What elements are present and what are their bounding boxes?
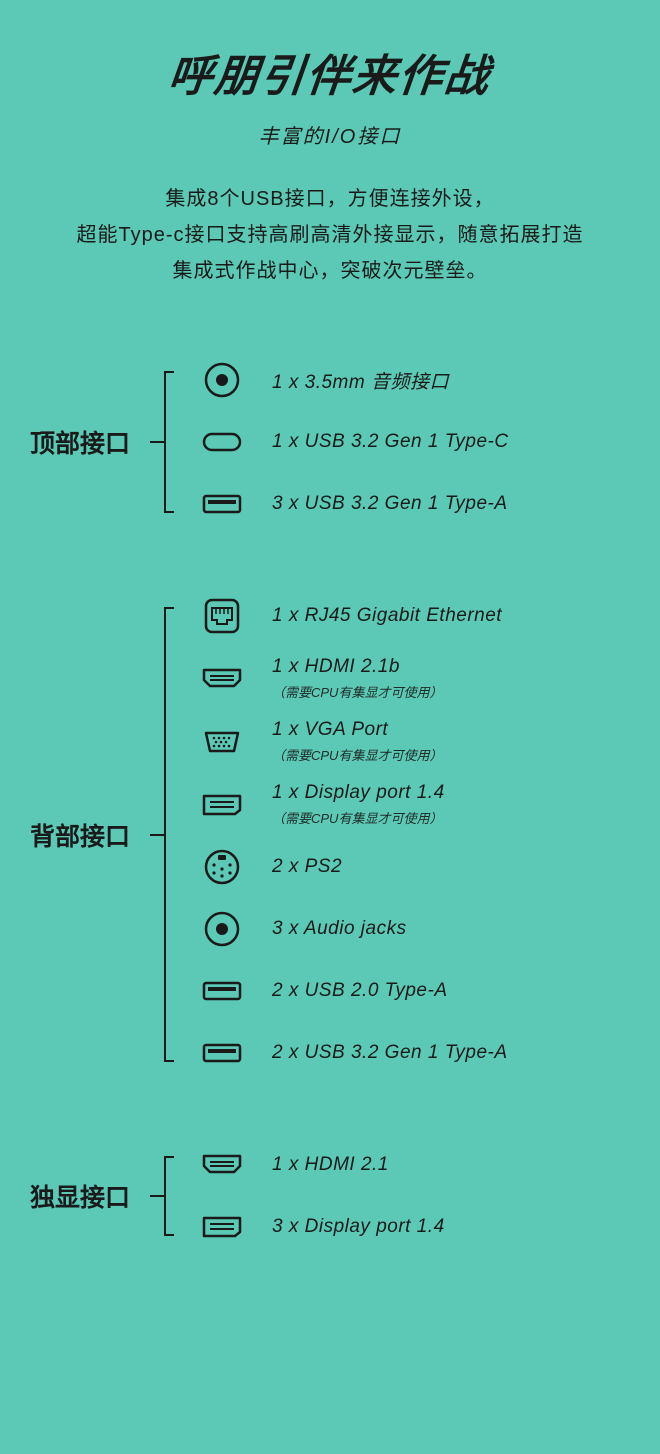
port-row: 1 x Display port 1.4 （需要CPU有集显才可使用） [182, 773, 630, 836]
bracket-wrap: 1 x 3.5mm 音频接口 1 x USB 3.2 Gen 1 Type-C 3 … [150, 349, 630, 535]
port-list: 1 x 3.5mm 音频接口 1 x USB 3.2 Gen 1 Type-C 3 … [182, 349, 630, 535]
hdmi-icon [182, 1143, 262, 1187]
ps2-icon [182, 845, 262, 889]
usb-a-icon [182, 969, 262, 1013]
port-row: 3 x Audio jacks [182, 898, 630, 960]
section-label: 背部接口 [30, 817, 150, 853]
page-description: 集成8个USB接口，方便连接外设，超能Type-c接口支持高刷高清外接显示，随意… [30, 181, 630, 289]
port-text: 1 x 3.5mm 音频接口 [262, 367, 630, 394]
port-text: 2 x USB 3.2 Gen 1 Type-A [262, 1042, 630, 1064]
rj45-icon [182, 594, 262, 638]
port-text: 2 x USB 2.0 Type-A [262, 980, 630, 1002]
vga-icon [182, 720, 262, 764]
port-row: 3 x USB 3.2 Gen 1 Type-A [182, 473, 630, 535]
bracket [150, 585, 168, 1084]
usb-c-icon [182, 420, 262, 464]
port-note: （需要CPU有集显才可使用） [272, 682, 630, 701]
port-label: 1 x Display port 1.4 [272, 782, 630, 804]
port-label: 1 x USB 3.2 Gen 1 Type-C [272, 431, 630, 453]
port-row: 2 x USB 2.0 Type-A [182, 960, 630, 1022]
port-label: 3 x USB 3.2 Gen 1 Type-A [272, 493, 630, 515]
port-label: 1 x VGA Port [272, 719, 630, 741]
port-label: 1 x HDMI 2.1 [272, 1154, 630, 1176]
page-subtitle: 丰富的I/O接口 [30, 120, 630, 149]
displayport-icon [182, 783, 262, 827]
displayport-icon [182, 1205, 262, 1249]
audio-jack-icon [182, 907, 262, 951]
bracket [150, 1134, 168, 1258]
port-label: 3 x Display port 1.4 [272, 1216, 630, 1238]
bracket-wrap: 1 x HDMI 2.1 3 x Display port 1.4 [150, 1134, 630, 1258]
port-section: 背部接口 1 x RJ45 Gigabit Ethernet 1 x HDMI 2.… [30, 585, 630, 1084]
port-row: 1 x VGA Port （需要CPU有集显才可使用） [182, 710, 630, 773]
page-title: 呼朋引伴来作战 [27, 40, 634, 104]
usb-a-icon [182, 482, 262, 526]
port-note: （需要CPU有集显才可使用） [272, 745, 630, 764]
port-text: 1 x USB 3.2 Gen 1 Type-C [262, 431, 630, 453]
port-text: 1 x VGA Port （需要CPU有集显才可使用） [262, 719, 630, 764]
port-text: 1 x RJ45 Gigabit Ethernet [262, 605, 630, 627]
usb-a-icon [182, 1031, 262, 1075]
port-label: 2 x USB 2.0 Type-A [272, 980, 630, 1002]
port-row: 1 x HDMI 2.1b （需要CPU有集显才可使用） [182, 647, 630, 710]
port-list: 1 x RJ45 Gigabit Ethernet 1 x HDMI 2.1b （需… [182, 585, 630, 1084]
port-section: 顶部接口 1 x 3.5mm 音频接口 1 x USB 3.2 Gen 1 Type… [30, 349, 630, 535]
port-row: 1 x USB 3.2 Gen 1 Type-C [182, 411, 630, 473]
port-row: 1 x RJ45 Gigabit Ethernet [182, 585, 630, 647]
audio-jack-icon [182, 358, 262, 402]
port-row: 3 x Display port 1.4 [182, 1196, 630, 1258]
port-note: （需要CPU有集显才可使用） [272, 808, 630, 827]
port-text: 3 x USB 3.2 Gen 1 Type-A [262, 493, 630, 515]
port-list: 1 x HDMI 2.1 3 x Display port 1.4 [182, 1134, 630, 1258]
port-section: 独显接口 1 x HDMI 2.1 3 x Display port 1.4 [30, 1134, 630, 1258]
hdmi-icon [182, 657, 262, 701]
port-text: 3 x Display port 1.4 [262, 1216, 630, 1238]
port-label: 2 x USB 3.2 Gen 1 Type-A [272, 1042, 630, 1064]
port-label: 1 x RJ45 Gigabit Ethernet [272, 605, 630, 627]
port-row: 1 x 3.5mm 音频接口 [182, 349, 630, 411]
bracket [150, 349, 168, 535]
infographic: 呼朋引伴来作战 丰富的I/O接口 集成8个USB接口，方便连接外设，超能Type… [0, 0, 660, 1338]
port-row: 2 x USB 3.2 Gen 1 Type-A [182, 1022, 630, 1084]
bracket-wrap: 1 x RJ45 Gigabit Ethernet 1 x HDMI 2.1b （需… [150, 585, 630, 1084]
port-text: 1 x HDMI 2.1 [262, 1154, 630, 1176]
port-text: 3 x Audio jacks [262, 918, 630, 940]
port-label: 1 x HDMI 2.1b [272, 656, 630, 678]
section-label: 顶部接口 [30, 424, 150, 460]
section-label: 独显接口 [30, 1178, 150, 1214]
port-text: 2 x PS2 [262, 856, 630, 878]
port-label: 2 x PS2 [272, 856, 630, 878]
port-row: 1 x HDMI 2.1 [182, 1134, 630, 1196]
port-label: 3 x Audio jacks [272, 918, 630, 940]
port-text: 1 x HDMI 2.1b （需要CPU有集显才可使用） [262, 656, 630, 701]
port-row: 2 x PS2 [182, 836, 630, 898]
port-text: 1 x Display port 1.4 （需要CPU有集显才可使用） [262, 782, 630, 827]
port-label: 1 x 3.5mm 音频接口 [272, 367, 630, 394]
